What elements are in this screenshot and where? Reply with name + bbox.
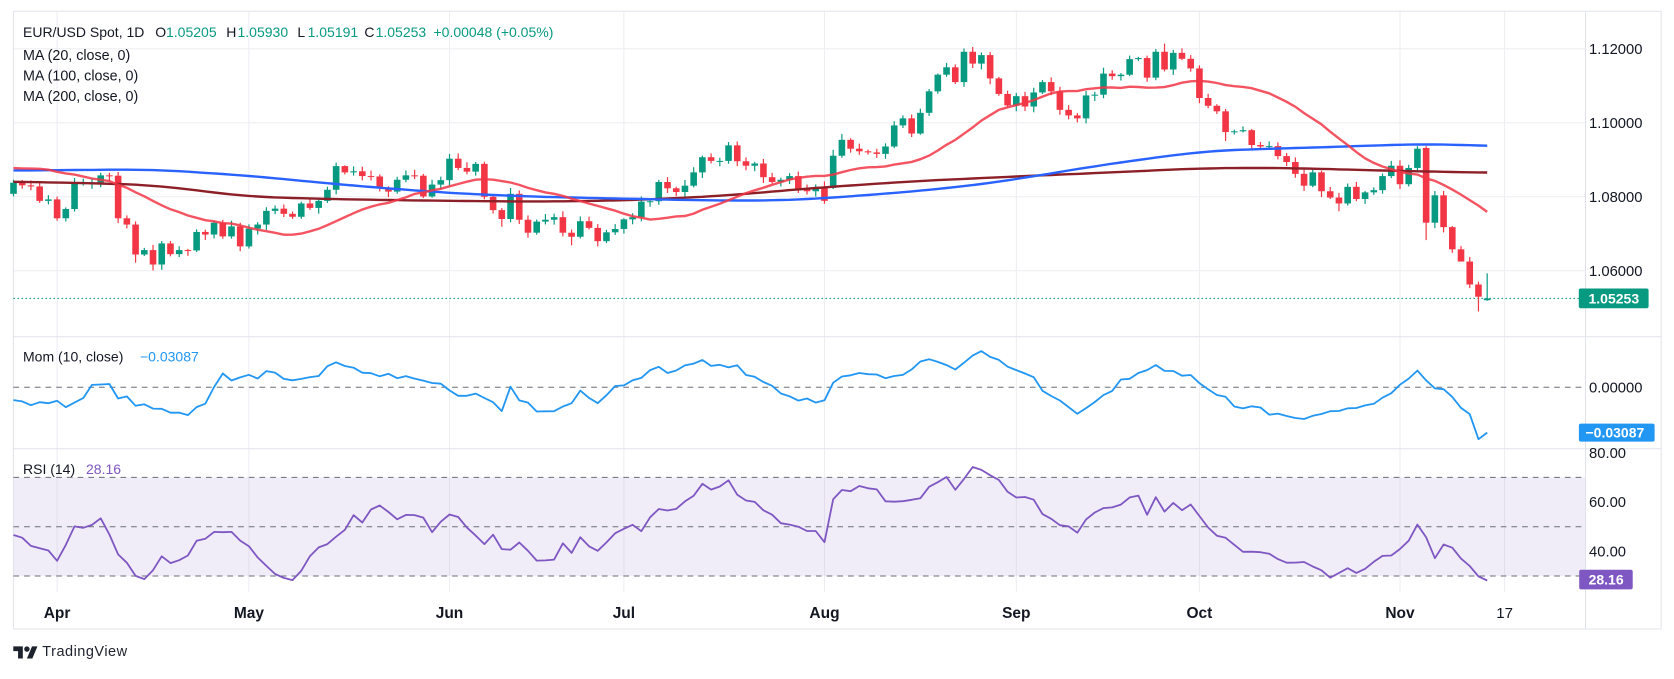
svg-text:TradingView: TradingView: [42, 644, 127, 660]
svg-text:80.00: 80.00: [1589, 446, 1626, 462]
svg-text:17: 17: [1496, 605, 1513, 622]
svg-text:1.08000: 1.08000: [1589, 190, 1643, 206]
svg-text:1.05253: 1.05253: [1589, 290, 1640, 306]
svg-text:1.10000: 1.10000: [1589, 116, 1643, 132]
svg-text:MA (100, close, 0): MA (100, close, 0): [23, 69, 138, 85]
svg-text:28.16: 28.16: [1589, 572, 1624, 588]
svg-text:1.05191: 1.05191: [308, 24, 359, 40]
svg-text:1.05253: 1.05253: [376, 24, 427, 40]
svg-text:1.05205: 1.05205: [166, 24, 217, 40]
svg-text:40.00: 40.00: [1589, 544, 1626, 560]
svg-text:Mom (10, close): Mom (10, close): [23, 348, 123, 364]
svg-text:MA (200, close, 0): MA (200, close, 0): [23, 89, 138, 105]
svg-text:1.06000: 1.06000: [1589, 264, 1643, 280]
svg-text:−0.03087: −0.03087: [1586, 425, 1645, 441]
svg-text:+0.00048 (+0.05%): +0.00048 (+0.05%): [434, 24, 554, 40]
svg-text:EUR/USD Spot, 1D: EUR/USD Spot, 1D: [23, 24, 144, 40]
svg-text:Aug: Aug: [809, 605, 839, 622]
svg-text:MA (20, close, 0): MA (20, close, 0): [23, 48, 130, 64]
svg-text:28.16: 28.16: [86, 461, 121, 477]
svg-text:H: H: [226, 24, 236, 40]
svg-text:C: C: [364, 24, 374, 40]
svg-text:May: May: [234, 605, 265, 622]
svg-text:Apr: Apr: [44, 605, 71, 622]
svg-text:−0.03087: −0.03087: [140, 348, 199, 364]
svg-text:Nov: Nov: [1385, 605, 1415, 622]
svg-text:Jul: Jul: [613, 605, 635, 622]
svg-text:Oct: Oct: [1186, 605, 1212, 622]
svg-text:Sep: Sep: [1002, 605, 1030, 622]
svg-text:1.05930: 1.05930: [238, 24, 289, 40]
svg-text:1.12000: 1.12000: [1589, 42, 1643, 58]
svg-text:60.00: 60.00: [1589, 495, 1626, 511]
svg-text:L: L: [297, 24, 305, 40]
svg-text:O: O: [155, 24, 166, 40]
svg-text:Jun: Jun: [436, 605, 464, 622]
svg-text:RSI (14): RSI (14): [23, 461, 75, 477]
svg-text:0.00000: 0.00000: [1589, 380, 1643, 396]
